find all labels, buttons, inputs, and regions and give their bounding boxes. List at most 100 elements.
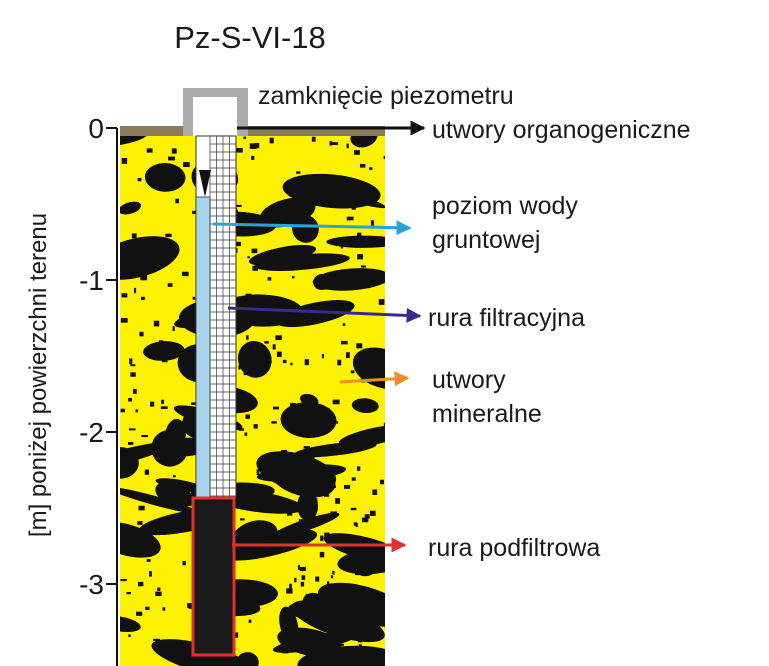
speck (308, 455, 315, 459)
speck (342, 323, 346, 326)
subfilter-pipe (191, 496, 236, 657)
speck (345, 352, 350, 359)
speck (272, 406, 280, 410)
speck (330, 575, 334, 579)
speck (307, 655, 314, 661)
speck (290, 362, 293, 366)
speck (183, 419, 190, 423)
blob (352, 347, 385, 389)
blob (120, 236, 180, 280)
speck (160, 406, 168, 409)
speck (289, 583, 292, 590)
speck (329, 485, 336, 489)
speck (315, 576, 320, 582)
speck (153, 320, 160, 327)
blob (277, 627, 342, 657)
speck (271, 472, 275, 475)
speck (192, 296, 196, 300)
speck (149, 401, 155, 407)
blob (312, 268, 385, 291)
speck (137, 521, 143, 525)
speck (162, 607, 166, 611)
title: Pz-S-VI-18 (174, 20, 326, 55)
label: mineralne (432, 400, 542, 428)
speck (318, 182, 323, 187)
speck (253, 424, 258, 429)
speck (379, 479, 384, 485)
speck (356, 443, 363, 447)
speck (319, 551, 325, 558)
speck (135, 409, 139, 413)
speck (298, 519, 306, 524)
speck (146, 148, 153, 153)
speck (311, 136, 316, 142)
speck (249, 143, 257, 149)
speck (304, 359, 310, 366)
speck (379, 243, 382, 247)
speck (337, 643, 344, 646)
speck (120, 408, 126, 413)
label: gruntowej (432, 226, 540, 254)
speck (165, 233, 172, 238)
speck (292, 466, 297, 470)
speck (149, 571, 152, 577)
speck (138, 581, 144, 587)
speck (321, 650, 328, 654)
blob (120, 487, 202, 515)
speck (271, 421, 277, 424)
speck (161, 451, 167, 454)
speck (358, 644, 362, 650)
speck (351, 206, 356, 210)
speck (235, 204, 242, 207)
speck (282, 502, 289, 505)
speck (246, 335, 249, 340)
speck (175, 198, 179, 204)
speck (357, 232, 362, 237)
blob (317, 582, 385, 627)
speck (172, 326, 175, 332)
blob (235, 652, 259, 666)
speck (124, 203, 130, 209)
speck (245, 293, 252, 297)
speck (361, 517, 369, 523)
speck (372, 489, 378, 495)
speck (300, 581, 305, 587)
label: zamknięcie piezometru (258, 82, 514, 110)
axis: 0 -1 -2 -3 (79, 113, 117, 600)
speck (323, 304, 328, 311)
speck (346, 143, 349, 149)
speck (244, 432, 248, 436)
speck (132, 388, 137, 394)
speck (272, 472, 277, 476)
speck (254, 142, 260, 149)
speck (320, 535, 324, 541)
speck (297, 564, 300, 570)
speck (251, 155, 255, 160)
speck (321, 353, 325, 359)
speck (243, 136, 247, 139)
speck (238, 365, 241, 370)
speck (155, 591, 162, 597)
speck (130, 372, 136, 377)
arrow (212, 220, 412, 236)
speck (121, 158, 128, 164)
speck (124, 246, 130, 252)
speck (353, 522, 357, 526)
speck (153, 638, 160, 642)
speck (350, 507, 357, 511)
speck (370, 653, 377, 656)
speck (235, 241, 241, 247)
speck (120, 578, 127, 582)
speck (174, 434, 180, 438)
blob (288, 603, 319, 621)
speck (344, 485, 351, 489)
speck (356, 343, 363, 349)
blob (151, 639, 254, 666)
speck (128, 428, 136, 431)
speck (188, 603, 194, 609)
speck (140, 274, 148, 281)
speck (127, 442, 134, 445)
speck (251, 590, 257, 594)
speck (247, 256, 250, 259)
